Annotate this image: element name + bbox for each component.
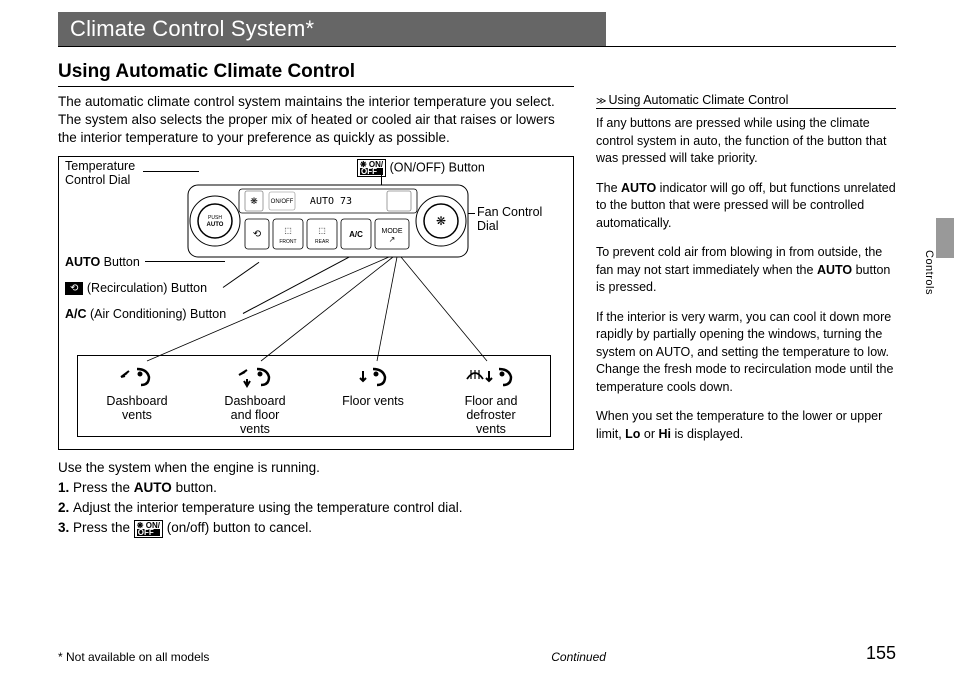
page-footer: * Not available on all models Continued … <box>58 643 896 664</box>
label-recirc-button: ⟲ (Recirculation) Button <box>65 281 207 295</box>
climate-panel-illustration: ❋ ON/OFF AUTO 73 PUSH AUTO ❋ ⟲ <box>187 179 469 263</box>
continued-label: Continued <box>551 650 606 664</box>
svg-text:A/C: A/C <box>349 230 363 239</box>
sidebar-p3: To prevent cold air from blowing in from… <box>596 244 896 297</box>
vent-floor-defrost: Floor and defroster vents <box>441 362 541 437</box>
svg-text:AUTO 73: AUTO 73 <box>310 196 352 207</box>
svg-text:❋: ❋ <box>436 214 446 228</box>
step-3: 3. Press the ❋ ON/OFF (on/off) button to… <box>58 518 574 538</box>
sidebar-p4: If the interior is very warm, you can co… <box>596 309 896 397</box>
svg-text:FRONT: FRONT <box>279 239 296 245</box>
vent-floor: Floor vents <box>323 362 423 408</box>
sidebar-p5: When you set the temperature to the lowe… <box>596 408 896 443</box>
section-tab <box>936 218 954 258</box>
svg-text:❋: ❋ <box>250 196 258 206</box>
recirculation-icon: ⟲ <box>65 282 83 296</box>
leader-line <box>143 171 199 172</box>
footnote: * Not available on all models <box>58 650 209 664</box>
control-panel-diagram: Temperature Control Dial AUTO Button ⟲ (… <box>58 156 574 450</box>
section-heading: Using Automatic Climate Control <box>58 61 574 87</box>
label-onoff-button: ❋ ON/OFF (ON/OFF) Button <box>357 159 485 177</box>
page-number: 155 <box>866 643 896 664</box>
sidebar-p2: The AUTO indicator will go off, but func… <box>596 180 896 233</box>
leader-line <box>223 262 260 288</box>
svg-text:MODE: MODE <box>382 228 403 235</box>
section-tab-label: Controls <box>923 250 935 295</box>
vent-floor-defrost-icon <box>441 362 541 390</box>
vent-floor-icon <box>323 362 423 390</box>
label-temp-dial: Temperature Control Dial <box>65 159 135 188</box>
sidebar-p1: If any buttons are pressed while using t… <box>596 115 896 168</box>
page-title-bar: Climate Control System* <box>58 12 606 46</box>
sidebar-heading: Using Automatic Climate Control <box>596 93 896 109</box>
main-column: The automatic climate control system mai… <box>58 93 574 539</box>
svg-text:↗: ↗ <box>389 235 396 244</box>
svg-text:⟲: ⟲ <box>253 229 262 240</box>
sidebar-column: Using Automatic Climate Control If any b… <box>596 93 896 539</box>
svg-text:REAR: REAR <box>315 239 329 245</box>
title-underline <box>58 46 896 47</box>
step-2: 2. Adjust the interior temperature using… <box>58 498 574 518</box>
instruction-steps: Use the system when the engine is runnin… <box>58 458 574 539</box>
svg-text:AUTO: AUTO <box>207 222 224 228</box>
label-ac-button: A/C (Air Conditioning) Button <box>65 307 226 321</box>
svg-text:⬚: ⬚ <box>284 226 292 235</box>
step-1: 1. Press the AUTO button. <box>58 478 574 498</box>
svg-text:⬚: ⬚ <box>318 226 326 235</box>
svg-text:PUSH: PUSH <box>208 215 222 221</box>
onoff-icon: ❋ ON/OFF <box>134 520 163 538</box>
vent-modes-box: Dashboard vents Dashboard and floor vent… <box>77 355 551 437</box>
vent-dash-floor: Dashboard and floor vents <box>205 362 305 437</box>
intro-text: The automatic climate control system mai… <box>58 93 574 148</box>
steps-lead: Use the system when the engine is runnin… <box>58 458 574 478</box>
label-auto-button: AUTO Button <box>65 255 140 269</box>
vent-dashboard-icon <box>87 362 187 390</box>
svg-text:ON/OFF: ON/OFF <box>271 199 294 205</box>
page-title: Climate Control System* <box>70 16 314 41</box>
vent-dashboard: Dashboard vents <box>87 362 187 423</box>
sidebar-body: If any buttons are pressed while using t… <box>596 115 896 443</box>
vent-dash-floor-icon <box>205 362 305 390</box>
label-fan-dial: Fan Control Dial <box>477 205 542 234</box>
